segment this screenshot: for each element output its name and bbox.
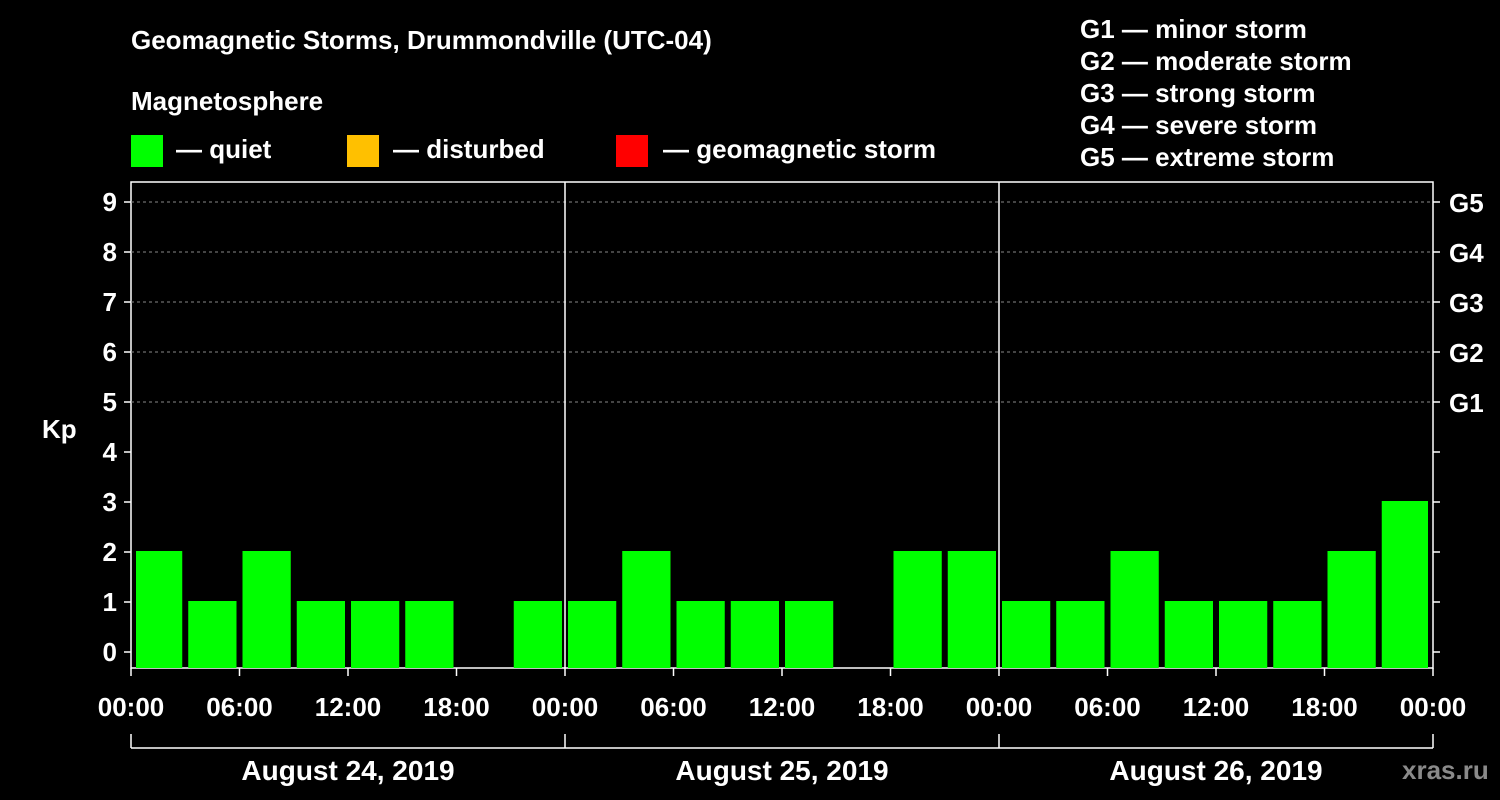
kp-bar	[1056, 601, 1105, 668]
kp-bar	[947, 551, 996, 668]
kp-bar	[1381, 501, 1428, 668]
chart-title: Geomagnetic Storms, Drummondville (UTC-0…	[131, 25, 712, 55]
kp-bar	[242, 551, 291, 668]
kp-bar	[351, 601, 400, 668]
kp-bar	[296, 601, 345, 668]
watermark: xras.ru	[1402, 755, 1489, 785]
legend-swatch-quiet	[131, 135, 163, 167]
legend-label-disturbed: — disturbed	[393, 134, 545, 164]
y-tick-label: 4	[103, 437, 118, 467]
kp-bar	[730, 601, 779, 668]
legend-swatch-disturbed	[347, 135, 379, 167]
kp-bar	[568, 601, 617, 668]
y-tick-label: 0	[103, 637, 117, 667]
y-tick-label: 1	[103, 587, 117, 617]
kp-bar	[513, 601, 562, 668]
g-scale-label: G5	[1449, 188, 1484, 218]
scale-g2: G2 — moderate storm	[1080, 46, 1352, 76]
kp-bar	[136, 551, 183, 668]
kp-bar	[676, 601, 725, 668]
g-scale-label: G4	[1449, 238, 1484, 268]
kp-bar	[1327, 551, 1376, 668]
kp-bar	[893, 551, 942, 668]
x-tick-label: 06:00	[1074, 692, 1141, 722]
kp-bar	[1002, 601, 1051, 668]
scale-g5: G5 — extreme storm	[1080, 142, 1335, 172]
kp-bar	[1110, 551, 1159, 668]
y-tick-label: 8	[103, 237, 117, 267]
g-scale-label: G2	[1449, 338, 1484, 368]
x-tick-label: 12:00	[315, 692, 382, 722]
y-tick-label: 6	[103, 337, 117, 367]
g-scale-label: G3	[1449, 288, 1484, 318]
y-axis-label: Kp	[42, 414, 77, 444]
x-tick-label: 12:00	[749, 692, 816, 722]
x-tick-label: 12:00	[1183, 692, 1250, 722]
x-tick-label: 00:00	[98, 692, 165, 722]
y-tick-label: 3	[103, 487, 117, 517]
scale-g3: G3 — strong storm	[1080, 78, 1316, 108]
x-tick-label: 00:00	[532, 692, 599, 722]
scale-g4: G4 — severe storm	[1080, 110, 1318, 140]
x-tick-label: 18:00	[857, 692, 924, 722]
scale-g1: G1 — minor storm	[1080, 14, 1307, 44]
x-tick-label: 18:00	[1291, 692, 1358, 722]
x-tick-label: 00:00	[966, 692, 1033, 722]
date-label: August 25, 2019	[675, 755, 888, 786]
x-tick-label: 06:00	[206, 692, 273, 722]
kp-bar	[785, 601, 834, 668]
kp-bar	[1219, 601, 1268, 668]
kp-bar	[188, 601, 237, 668]
plot-frame	[130, 181, 1434, 669]
y-tick-label: 9	[103, 187, 117, 217]
date-label: August 26, 2019	[1109, 755, 1322, 786]
y-tick-label: 7	[103, 287, 117, 317]
legend-label-storm: — geomagnetic storm	[663, 134, 937, 164]
x-tick-label: 00:00	[1400, 692, 1467, 722]
x-tick-label: 18:00	[423, 692, 490, 722]
kp-bar	[622, 551, 671, 668]
legend-swatch-storm	[616, 135, 648, 167]
g-scale-label: G1	[1449, 388, 1484, 418]
y-tick-label: 2	[103, 537, 117, 567]
legend-heading: Magnetosphere	[131, 86, 324, 116]
y-tick-label: 5	[103, 387, 117, 417]
legend-label-quiet: — quiet	[176, 134, 272, 164]
kp-bar	[405, 601, 454, 668]
x-tick-label: 06:00	[640, 692, 707, 722]
kp-bar	[1164, 601, 1213, 668]
kp-bar	[1273, 601, 1322, 668]
date-label: August 24, 2019	[241, 755, 454, 786]
